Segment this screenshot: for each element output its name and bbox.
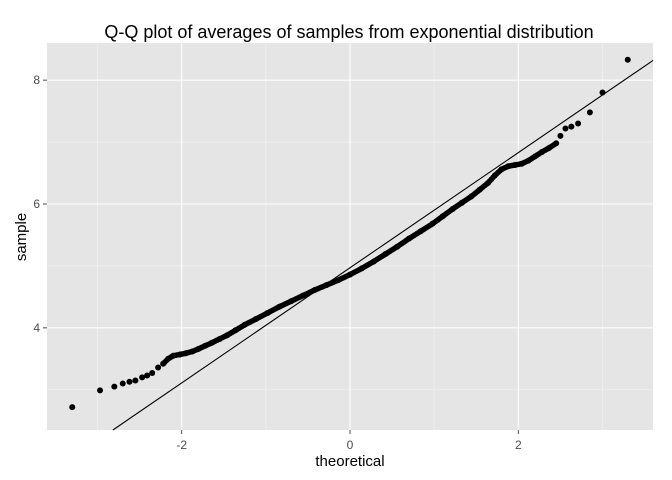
data-point bbox=[586, 109, 593, 116]
data-point bbox=[575, 120, 582, 127]
data-point bbox=[562, 125, 569, 132]
data-point bbox=[119, 380, 126, 387]
chart-title: Q-Q plot of averages of samples from exp… bbox=[104, 22, 593, 42]
reference-line bbox=[112, 60, 654, 431]
data-point bbox=[132, 377, 139, 384]
data-point bbox=[149, 370, 156, 377]
data-point bbox=[552, 141, 559, 147]
data-point bbox=[144, 372, 151, 379]
reference-line-layer bbox=[112, 60, 654, 431]
major-gridlines bbox=[47, 43, 653, 430]
x-tick-label: -2 bbox=[176, 438, 187, 452]
data-point bbox=[69, 404, 76, 411]
data-point bbox=[139, 374, 146, 381]
data-point bbox=[624, 56, 631, 63]
data-point bbox=[557, 132, 564, 139]
points-layer bbox=[69, 56, 631, 411]
data-point bbox=[568, 123, 575, 130]
data-point bbox=[155, 364, 162, 371]
data-point bbox=[97, 387, 104, 394]
y-tick-label: 6 bbox=[33, 197, 40, 211]
x-tick-label: 2 bbox=[515, 438, 522, 452]
y-tick-label: 4 bbox=[33, 321, 40, 335]
data-point bbox=[599, 89, 606, 96]
y-axis: 4 6 8 bbox=[33, 73, 47, 335]
data-point bbox=[126, 378, 133, 385]
y-axis-title: sample bbox=[13, 213, 30, 261]
y-tick-label: 8 bbox=[33, 73, 40, 87]
data-point bbox=[111, 383, 118, 390]
x-axis: -2 0 2 bbox=[176, 430, 522, 452]
x-tick-label: 0 bbox=[347, 438, 354, 452]
x-axis-title: theoretical bbox=[315, 453, 384, 470]
